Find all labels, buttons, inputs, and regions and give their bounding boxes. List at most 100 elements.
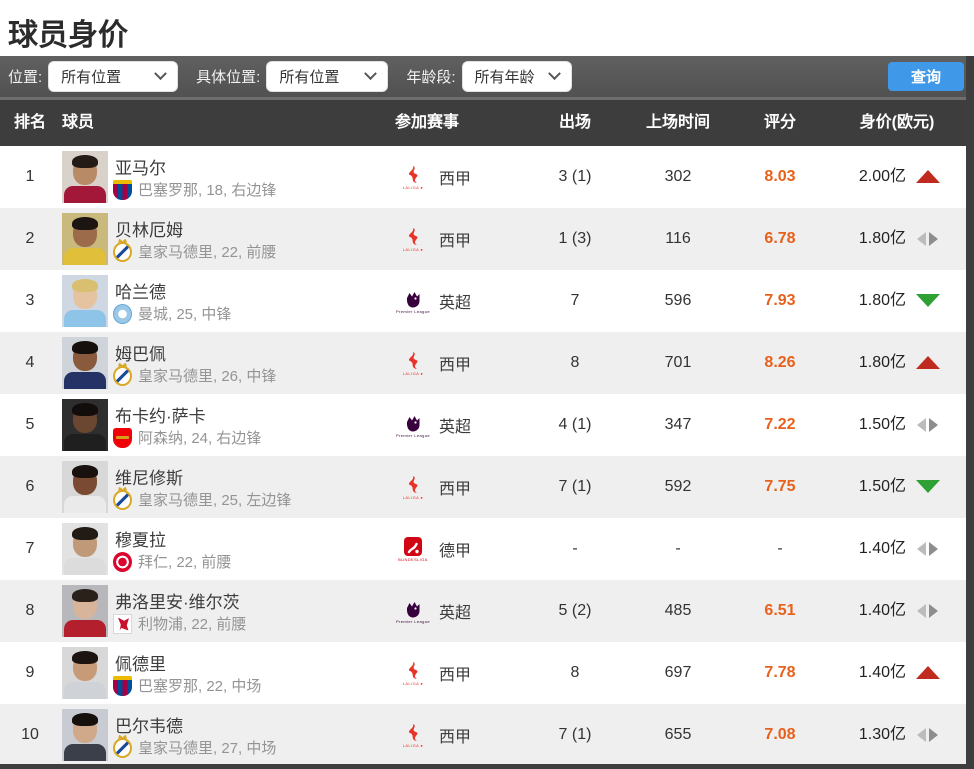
league-name: 西甲 — [439, 171, 472, 188]
trend-down-icon — [916, 294, 940, 307]
table-row[interactable]: 10 巴尔韦德 皇家马德里, 27, 中场 LALIGA ● 西甲 7 (1) … — [0, 704, 966, 766]
mancity-badge-icon — [113, 303, 132, 324]
realmadrid-badge-icon — [113, 241, 132, 262]
minutes-cell: 116 — [665, 230, 691, 247]
laliga-icon: LALIGA ● — [395, 723, 431, 748]
trend-up-icon — [916, 170, 940, 183]
player-name: 贝林厄姆 — [115, 221, 183, 240]
appearances-cell: 7 (1) — [558, 478, 592, 495]
photo-jersey — [64, 682, 106, 699]
value-cell: 1.80亿 — [858, 230, 906, 247]
player-name: 穆夏拉 — [115, 531, 166, 550]
player-name: 佩德里 — [115, 655, 166, 674]
realmadrid-badge-icon — [113, 489, 132, 510]
trend-up-icon — [916, 356, 940, 369]
rank-cell: 7 — [25, 540, 35, 557]
player-photo — [62, 647, 108, 699]
photo-jersey — [64, 744, 106, 761]
league-name: 德甲 — [439, 543, 472, 560]
rank-cell: 3 — [25, 292, 35, 309]
bottom-edge-strip — [0, 764, 974, 769]
table-header: 排名 球员 参加赛事 出场 上场时间 评分 身价(欧元) — [0, 97, 974, 146]
photo-hair — [72, 589, 98, 602]
trend-flat-icon — [916, 232, 942, 246]
league-caption: LALIGA ● — [402, 494, 424, 500]
player-subinfo: 利物浦, 22, 前腰 — [113, 613, 246, 634]
player-name: 亚马尔 — [115, 159, 166, 178]
league-cell: Premier League 英超 — [395, 580, 471, 642]
appearances-cell: 1 (3) — [558, 230, 592, 247]
trend-flat-icon — [916, 728, 942, 742]
league-cell: LALIGA ● 西甲 — [395, 642, 471, 704]
rank-cell: 9 — [25, 664, 35, 681]
player-subinfo: 皇家马德里, 27, 中场 — [113, 737, 276, 758]
league-name: 西甲 — [439, 357, 472, 374]
appearances-cell: 5 (2) — [558, 602, 592, 619]
table-row[interactable]: 1 亚马尔 巴塞罗那, 18, 右边锋 LALIGA ● 西甲 3 (1) 30… — [0, 146, 966, 208]
table-row[interactable]: 2 贝林厄姆 皇家马德里, 22, 前腰 LALIGA ● 西甲 1 (3) 1… — [0, 208, 966, 270]
filter-bar: 位置: 所有位置 具体位置: 所有位置 年龄段: 所有年龄 查询 — [0, 56, 974, 97]
position-label: 位置: — [8, 69, 43, 86]
appearances-cell: 4 (1) — [558, 416, 592, 433]
table-row[interactable]: 4 姆巴佩 皇家马德里, 26, 中锋 LALIGA ● 西甲 8 701 8.… — [0, 332, 966, 394]
trend-flat-icon — [916, 604, 942, 618]
header-rating: 评分 — [763, 114, 796, 131]
value-cell: 1.30亿 — [858, 726, 906, 743]
player-photo — [62, 523, 108, 575]
photo-jersey — [64, 558, 106, 575]
league-name: 西甲 — [439, 481, 472, 498]
premier-league-icon: Premier League — [395, 289, 431, 314]
photo-hair — [72, 217, 98, 230]
table-row[interactable]: 8 弗洛里安·维尔茨 利物浦, 22, 前腰 Premier League 英超… — [0, 580, 966, 642]
club-info-text: 拜仁, 22, 前腰 — [138, 554, 232, 571]
player-name: 巴尔韦德 — [115, 717, 183, 736]
value-cell: 1.40亿 — [858, 664, 906, 681]
player-name: 弗洛里安·维尔茨 — [115, 593, 240, 612]
table-row[interactable]: 6 维尼修斯 皇家马德里, 25, 左边锋 LALIGA ● 西甲 7 (1) … — [0, 456, 966, 518]
minutes-cell: 592 — [664, 478, 692, 495]
league-name: 英超 — [439, 295, 472, 312]
search-button[interactable]: 查询 — [888, 62, 964, 91]
detail-position-select[interactable]: 所有位置 — [266, 61, 389, 92]
minutes-cell: 655 — [664, 726, 692, 743]
page-title: 球员身价 — [8, 19, 128, 52]
photo-jersey — [64, 620, 106, 637]
premier-league-icon: Premier League — [395, 413, 431, 438]
table-row[interactable]: 9 佩德里 巴塞罗那, 22, 中场 LALIGA ● 西甲 8 697 7.7… — [0, 642, 966, 704]
header-value: 身价(欧元) — [859, 114, 935, 131]
rank-cell: 4 — [25, 354, 35, 371]
rating-cell: 7.75 — [764, 478, 796, 495]
rank-cell: 8 — [25, 602, 35, 619]
rating-cell: 7.78 — [764, 664, 796, 681]
photo-hair — [72, 465, 98, 478]
club-info-text: 曼城, 25, 中锋 — [138, 306, 232, 323]
league-cell: LALIGA ● 西甲 — [395, 456, 471, 518]
detail-position-label: 具体位置: — [196, 69, 261, 86]
value-cell: 1.80亿 — [858, 292, 906, 309]
table-row[interactable]: 3 哈兰德 曼城, 25, 中锋 Premier League 英超 7 596… — [0, 270, 966, 332]
age-select-value: 所有年龄 — [474, 69, 535, 86]
player-subinfo: 巴塞罗那, 22, 中场 — [113, 675, 261, 696]
league-caption: LALIGA ● — [402, 742, 424, 748]
rank-cell: 6 — [25, 478, 35, 495]
league-caption: LALIGA ● — [402, 246, 424, 252]
photo-jersey — [64, 186, 106, 203]
player-name: 布卡约·萨卡 — [115, 407, 206, 426]
appearances-cell: 7 (1) — [558, 726, 592, 743]
age-select[interactable]: 所有年龄 — [461, 61, 572, 92]
player-photo — [62, 337, 108, 389]
rating-cell: 6.78 — [764, 230, 796, 247]
photo-hair — [72, 403, 98, 416]
photo-hair — [72, 651, 98, 664]
table-row[interactable]: 5 布卡约·萨卡 阿森纳, 24, 右边锋 Premier League 英超 … — [0, 394, 966, 456]
appearances-cell: - — [572, 540, 578, 557]
table-row[interactable]: 7 穆夏拉 拜仁, 22, 前腰 BUNDESLIGA 德甲 - - - 1.4… — [0, 518, 966, 580]
rating-cell: 8.03 — [764, 168, 796, 185]
header-minutes: 上场时间 — [645, 114, 710, 131]
player-subinfo: 曼城, 25, 中锋 — [113, 303, 231, 324]
laliga-icon: LALIGA ● — [395, 227, 431, 252]
value-cell: 2.00亿 — [858, 168, 906, 185]
position-select[interactable]: 所有位置 — [48, 61, 179, 92]
player-photo — [62, 461, 108, 513]
